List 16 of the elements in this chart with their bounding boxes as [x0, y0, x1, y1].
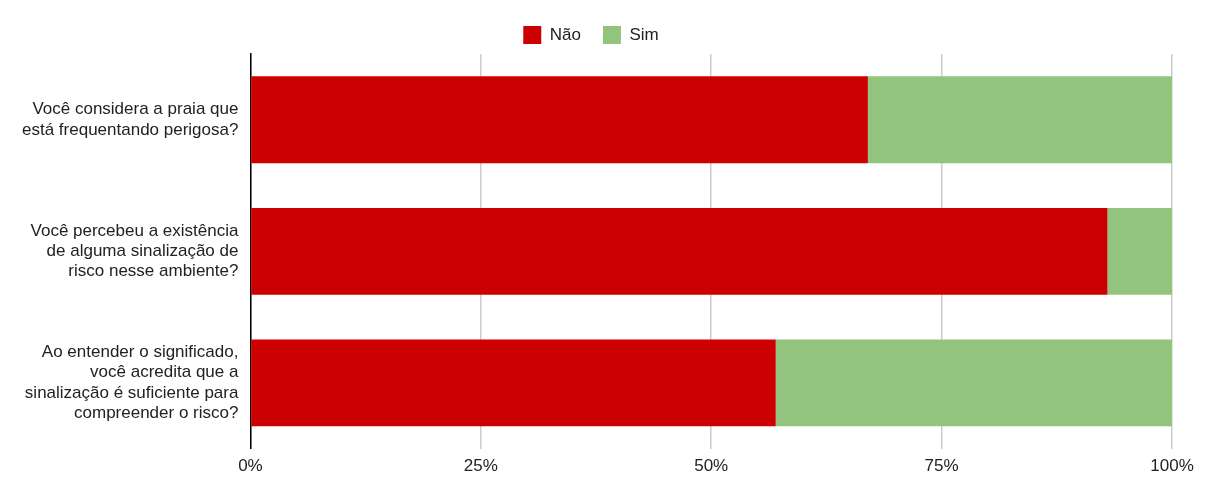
- bar: [251, 339, 776, 427]
- bar: [251, 76, 868, 164]
- x-tick-label: 100%: [1150, 456, 1194, 476]
- y-tick-label: Você percebeu a existência de alguma sinalização de risco nesse ambiente?: [30, 220, 239, 281]
- x-tick-label: 50%: [694, 456, 729, 476]
- x-tick-label: 75%: [924, 456, 959, 476]
- y-tick-label: Você considera a praia que está frequentando perigosa?: [21, 99, 239, 139]
- bar: [1107, 207, 1172, 295]
- y-tick-label: Ao entender o significado, você acredita que a sinalização é suficiente para compreender o risco?: [24, 341, 239, 423]
- bar: [251, 207, 1108, 295]
- legend-label: Não: [549, 24, 581, 44]
- bar: [867, 76, 1172, 164]
- bar: [775, 339, 1172, 427]
- x-tick-label: 25%: [463, 456, 498, 476]
- legend-label: Sim: [629, 24, 659, 44]
- x-tick-label: 0%: [238, 456, 263, 476]
